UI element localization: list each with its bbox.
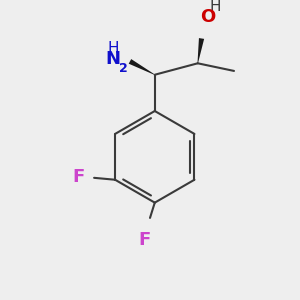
Text: N: N	[105, 50, 120, 68]
Polygon shape	[197, 38, 204, 63]
Text: 2: 2	[119, 62, 128, 75]
Text: O: O	[200, 8, 215, 26]
Text: H: H	[107, 40, 118, 56]
Text: H: H	[209, 0, 221, 14]
Text: F: F	[72, 168, 85, 186]
Text: F: F	[138, 231, 150, 249]
Polygon shape	[129, 59, 155, 75]
